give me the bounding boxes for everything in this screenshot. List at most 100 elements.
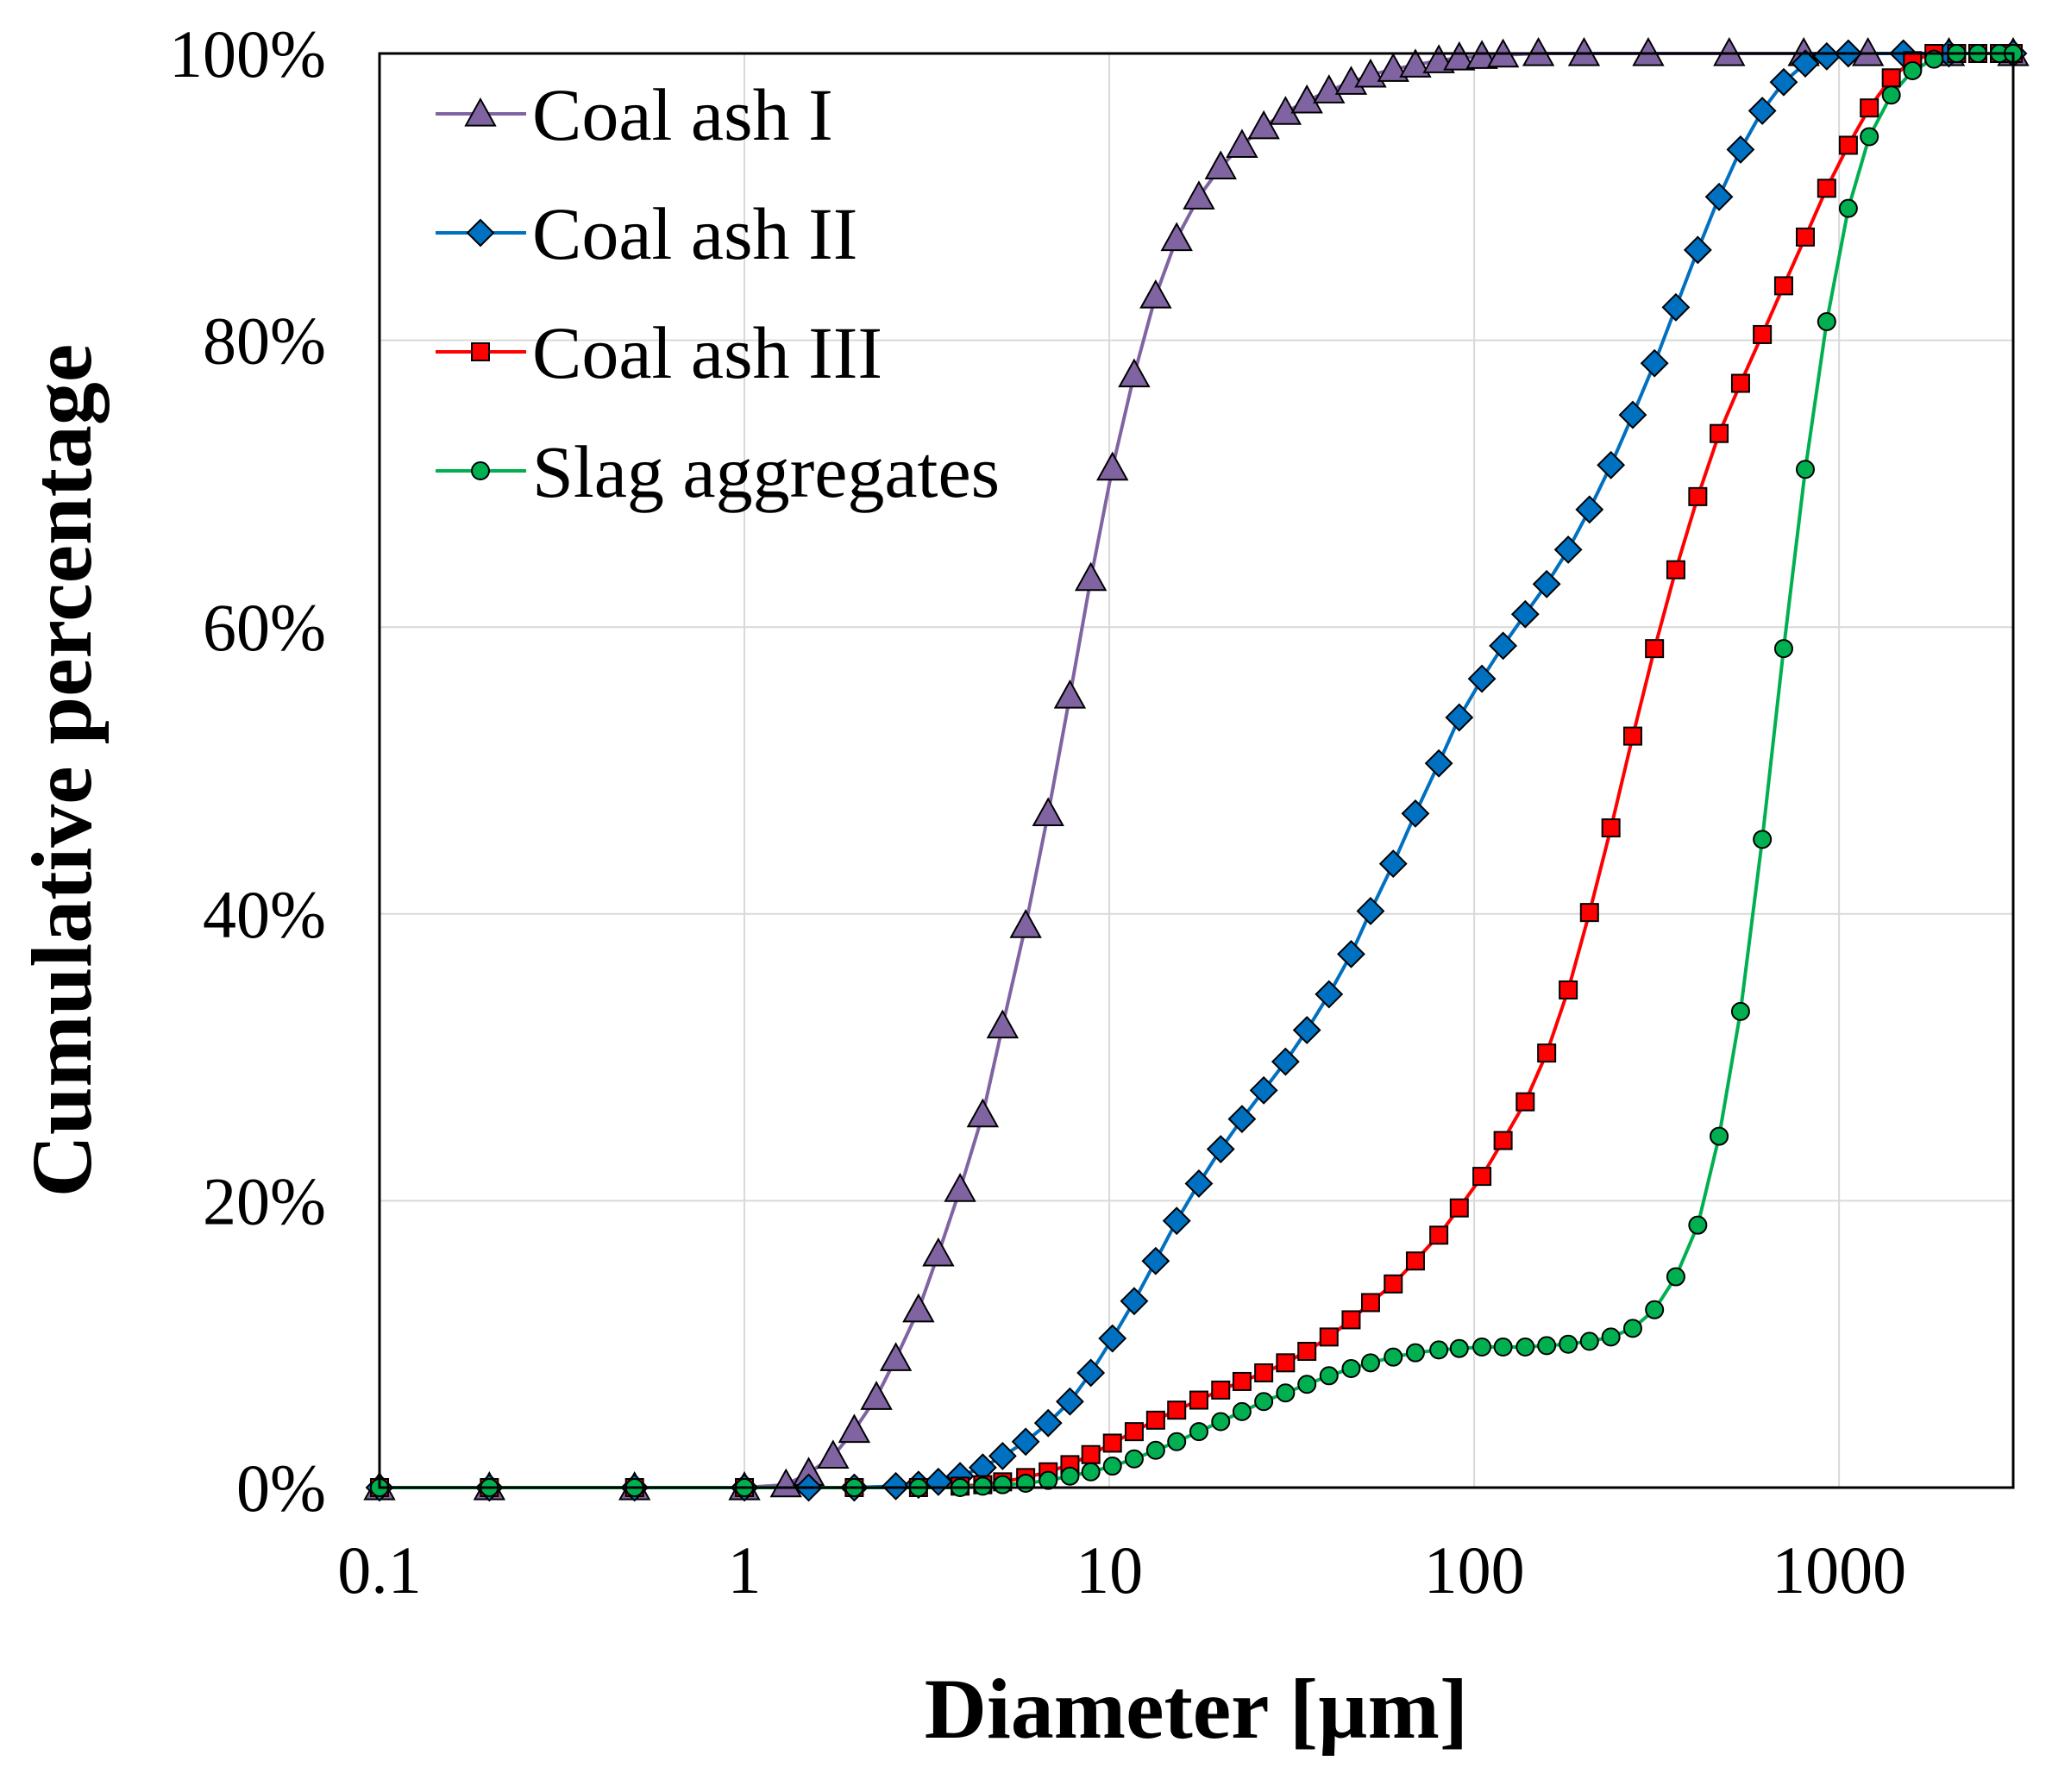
data-point-slag-aggregates (1384, 1347, 1403, 1367)
data-point-slag-aggregates (1081, 1462, 1101, 1482)
data-point-coal-ash-iii (1515, 1092, 1535, 1112)
data-point-coal-ash-i (860, 1381, 893, 1410)
data-point-slag-aggregates (1559, 1334, 1578, 1354)
data-point-coal-ash-ii (1661, 292, 1691, 322)
data-point-coal-ash-iii (1360, 1293, 1380, 1313)
data-point-coal-ash-ii (1424, 749, 1453, 778)
data-point-coal-ash-ii (1162, 1206, 1191, 1236)
data-point-coal-ash-ii (1141, 1246, 1170, 1275)
plot-area-border (378, 52, 2015, 1489)
y-axis-ticks: 0% 20% 40% 60% 80% 100% (169, 16, 326, 1526)
data-point-coal-ash-ii (1378, 849, 1408, 879)
data-point-coal-ash-iii (1232, 1371, 1252, 1391)
data-point-coal-ash-i (1632, 36, 1665, 66)
data-point-coal-ash-i (817, 1439, 850, 1469)
series-markers (363, 36, 2030, 1502)
data-point-slag-aggregates (1449, 1338, 1469, 1358)
legend-marker-coal-ash-ii (466, 218, 495, 247)
data-point-slag-aggregates (1360, 1353, 1380, 1373)
data-point-coal-ash-i (986, 1009, 1020, 1039)
data-point-coal-ash-ii (1597, 450, 1626, 479)
data-point-coal-ash-ii (1249, 1075, 1278, 1105)
data-point-coal-ash-ii (1271, 1047, 1300, 1076)
x-tick-label: 1 (728, 1532, 762, 1607)
data-point-slag-aggregates (1924, 49, 1944, 69)
data-point-coal-ash-ii (1076, 1358, 1106, 1388)
data-point-coal-ash-ii (1748, 97, 1777, 125)
data-point-coal-ash-iii (1688, 486, 1708, 506)
data-point-coal-ash-iii (1838, 135, 1858, 155)
data-point-coal-ash-i (1465, 40, 1498, 69)
data-point-coal-ash-ii (1033, 1408, 1063, 1438)
data-point-coal-ash-iii (1167, 1400, 1187, 1420)
data-point-coal-ash-ii (1640, 348, 1669, 378)
y-tick-label: 0% (236, 1451, 326, 1526)
data-point-coal-ash-iii (1254, 1363, 1274, 1382)
data-point-coal-ash-i (1032, 797, 1064, 826)
x-tick-label: 1000 (1772, 1532, 1906, 1607)
data-point-coal-ash-ii (988, 1441, 1017, 1470)
x-axis-title: Diameter [µm] (925, 1661, 1468, 1757)
data-point-slag-aggregates (1405, 1343, 1425, 1363)
data-point-slag-aggregates (1167, 1432, 1187, 1451)
data-point-slag-aggregates (1666, 1267, 1685, 1287)
data-point-coal-ash-iii (1297, 1342, 1317, 1362)
legend-item-coal-ash-ii: Coal ash II (436, 192, 857, 275)
legend-label: Coal ash II (532, 192, 857, 275)
data-point-coal-ash-iii (1773, 276, 1793, 296)
data-point-coal-ash-ii (1618, 400, 1647, 429)
data-point-coal-ash-i (1713, 36, 1746, 66)
data-point-coal-ash-i (1118, 358, 1151, 388)
data-point-coal-ash-iii (1429, 1225, 1449, 1245)
data-point-coal-ash-ii (1227, 1105, 1257, 1134)
data-point-slag-aggregates (1881, 85, 1901, 105)
data-point-slag-aggregates (1472, 1338, 1492, 1357)
data-point-coal-ash-i (1160, 222, 1193, 252)
data-point-coal-ash-iii (1449, 1198, 1469, 1218)
x-axis-ticks: 0.1 1 10 100 1000 (337, 1532, 1906, 1607)
legend-marker-coal-ash-iii (471, 342, 490, 361)
legend-marker-coal-ash-i (464, 97, 497, 127)
data-point-coal-ash-ii (1812, 41, 1842, 71)
data-point-coal-ash-i (1074, 561, 1108, 592)
data-point-coal-ash-iii (1753, 324, 1773, 344)
data-point-slag-aggregates (1622, 1319, 1642, 1338)
data-point-coal-ash-iii (1537, 1043, 1557, 1063)
data-point-slag-aggregates (1493, 1338, 1513, 1357)
y-tick-label: 20% (203, 1163, 326, 1238)
data-point-slag-aggregates (1039, 1470, 1058, 1490)
data-point-slag-aggregates (1515, 1338, 1535, 1357)
data-point-coal-ash-ii (1292, 1016, 1321, 1044)
data-point-slag-aggregates (1903, 60, 1923, 80)
data-point-coal-ash-i (838, 1413, 871, 1444)
data-point-coal-ash-i (922, 1237, 955, 1267)
data-point-coal-ash-iii (1189, 1390, 1208, 1410)
data-point-coal-ash-ii (1206, 1135, 1235, 1163)
data-point-coal-ash-i (902, 1293, 935, 1323)
data-point-coal-ash-ii (1056, 1387, 1084, 1416)
data-point-coal-ash-iii (1145, 1410, 1165, 1430)
y-tick-label: 60% (203, 590, 326, 665)
data-point-slag-aggregates (1189, 1422, 1208, 1442)
data-point-coal-ash-i (944, 1173, 976, 1202)
data-point-coal-ash-iii (1102, 1433, 1122, 1453)
data-point-coal-ash-i (1290, 84, 1323, 114)
data-point-coal-ash-ii (1184, 1169, 1214, 1198)
data-point-slag-aggregates (1297, 1375, 1317, 1394)
data-point-coal-ash-iii (1472, 1167, 1492, 1187)
data-point-coal-ash-i (966, 1098, 1000, 1128)
data-point-coal-ash-i (1522, 36, 1555, 66)
data-point-coal-ash-iii (1124, 1422, 1144, 1442)
data-point-coal-ash-i (1183, 180, 1215, 210)
y-tick-label: 40% (203, 877, 326, 952)
data-point-slag-aggregates (1860, 127, 1879, 147)
data-point-coal-ash-i (1053, 679, 1087, 709)
data-point-coal-ash-i (1399, 48, 1432, 78)
x-tick-label: 100 (1424, 1532, 1525, 1607)
data-point-coal-ash-ii (924, 1467, 953, 1496)
data-point-slag-aggregates (1645, 1300, 1665, 1319)
data-point-coal-ash-i (1096, 451, 1129, 481)
data-point-coal-ash-ii (1098, 1324, 1127, 1353)
